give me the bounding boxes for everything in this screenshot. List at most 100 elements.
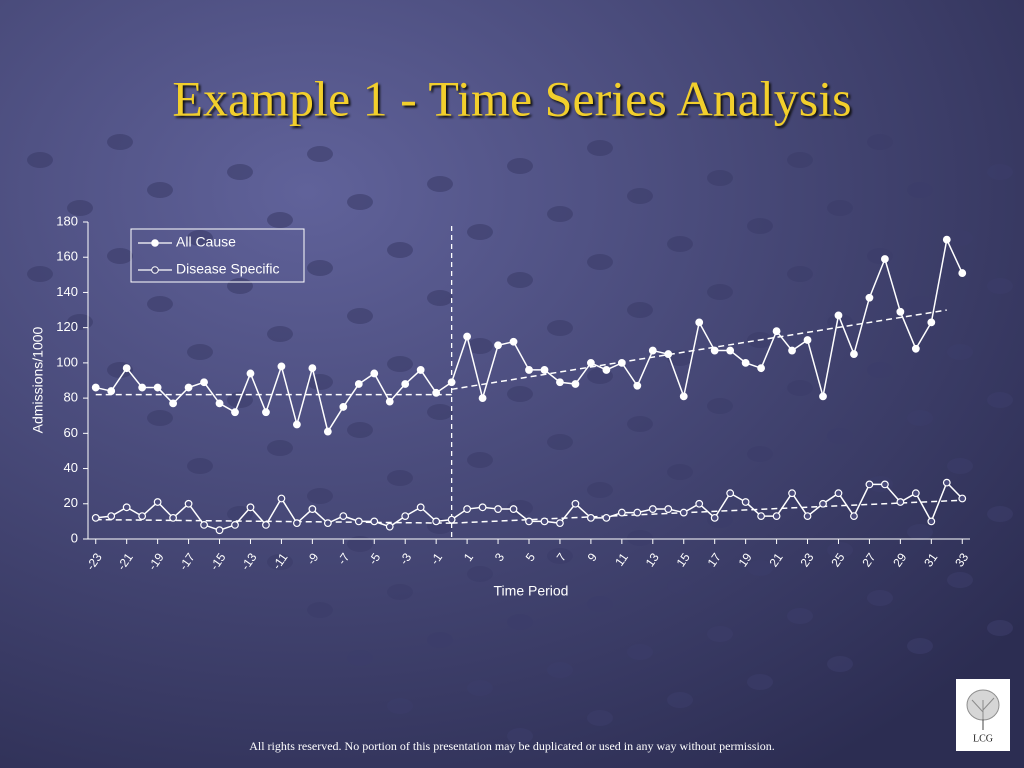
point <box>447 378 456 387</box>
y-tick-label: 80 <box>64 390 78 405</box>
dot <box>787 266 813 282</box>
point <box>819 499 827 508</box>
point <box>323 519 332 528</box>
dot <box>907 296 933 312</box>
y-tick-label: 40 <box>64 460 78 475</box>
dot <box>747 674 773 690</box>
dot <box>387 242 413 258</box>
dot <box>707 626 733 642</box>
dot <box>747 446 773 462</box>
dot <box>427 632 453 648</box>
dot <box>307 488 333 504</box>
point <box>153 383 162 392</box>
point <box>169 399 178 408</box>
dot <box>587 596 613 612</box>
dot <box>427 290 453 306</box>
dot <box>667 578 693 594</box>
dot <box>147 182 173 198</box>
dot <box>347 422 373 438</box>
y-tick-label: 100 <box>56 354 78 369</box>
dot <box>147 410 173 426</box>
dot <box>347 194 373 210</box>
dot <box>907 410 933 426</box>
legend-marker <box>151 266 159 274</box>
point <box>200 378 208 387</box>
point <box>850 512 858 521</box>
point <box>710 346 719 355</box>
point <box>184 499 193 508</box>
point <box>416 503 425 512</box>
point <box>896 498 905 506</box>
dot <box>387 698 413 714</box>
dot <box>667 692 693 708</box>
dot <box>27 152 53 168</box>
point <box>958 269 967 277</box>
point <box>416 366 425 374</box>
point <box>788 489 796 498</box>
dot <box>827 542 853 558</box>
point <box>602 513 611 522</box>
dot <box>547 320 573 336</box>
point <box>803 512 812 521</box>
point <box>401 380 410 388</box>
dot <box>667 464 693 480</box>
y-tick-label: 0 <box>71 530 78 545</box>
point <box>679 392 688 401</box>
point <box>277 362 286 371</box>
point <box>339 403 348 411</box>
point <box>138 512 147 521</box>
point <box>246 503 255 512</box>
point <box>122 503 131 512</box>
point <box>215 526 224 535</box>
point <box>107 512 116 521</box>
dot <box>107 248 133 264</box>
chart-title: Example 1 - Time Series Analysis <box>172 70 851 126</box>
dot <box>787 380 813 396</box>
point <box>292 420 301 429</box>
point <box>571 499 580 508</box>
point <box>432 388 441 397</box>
dot <box>707 284 733 300</box>
point <box>308 505 317 513</box>
dot <box>227 506 253 522</box>
dot <box>827 314 853 330</box>
legend-label: Disease Specific <box>176 261 280 277</box>
y-tick-label: 180 <box>56 213 78 228</box>
dot <box>547 206 573 222</box>
dot <box>307 374 333 390</box>
point <box>911 344 920 353</box>
point <box>370 369 379 378</box>
dot <box>587 710 613 726</box>
dot <box>267 212 293 228</box>
point <box>648 505 657 513</box>
dot <box>987 506 1013 522</box>
point <box>633 381 642 390</box>
dot <box>347 650 373 666</box>
legend-label: All Cause <box>176 234 236 250</box>
dot <box>507 614 533 630</box>
point <box>478 503 487 512</box>
dot <box>867 590 893 606</box>
point <box>819 392 827 401</box>
point <box>169 513 178 522</box>
point <box>107 387 116 395</box>
point <box>648 346 657 355</box>
dot <box>587 482 613 498</box>
point <box>834 311 843 320</box>
dot <box>307 602 333 618</box>
decoration <box>27 134 1013 744</box>
point <box>633 508 642 517</box>
dot <box>867 362 893 378</box>
dot <box>827 200 853 216</box>
dot <box>627 302 653 318</box>
dot <box>107 134 133 150</box>
dot <box>187 458 213 474</box>
dot <box>627 530 653 546</box>
dot <box>347 536 373 552</box>
logo-text: LCG <box>973 733 993 744</box>
point <box>540 517 549 526</box>
dot <box>747 560 773 576</box>
point <box>308 364 317 373</box>
point <box>850 350 858 358</box>
point <box>664 350 673 358</box>
